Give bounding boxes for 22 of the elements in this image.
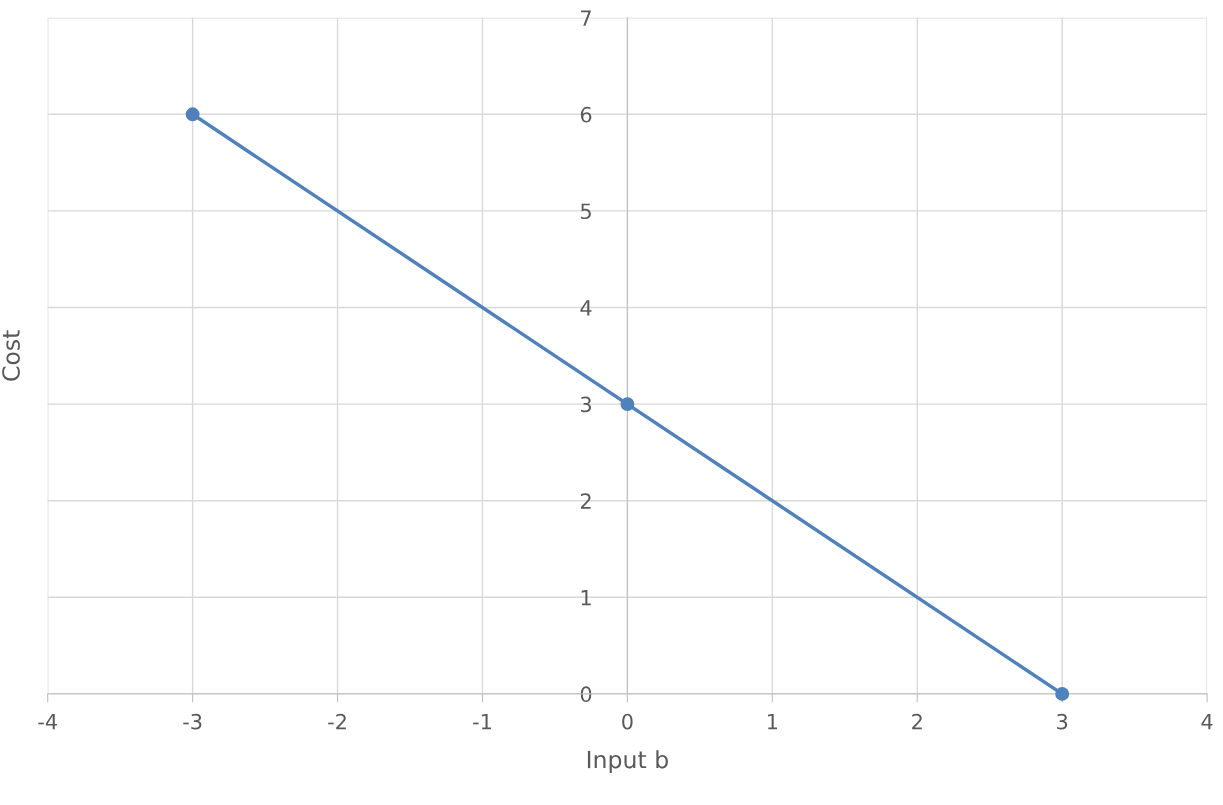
x-tick-label: 3 (1057, 713, 1068, 730)
x-tick-label: -4 (38, 714, 57, 730)
y-tick-label: 7 (581, 10, 591, 26)
y-tick-label: 3 (581, 396, 592, 413)
x-axis-title: Input b (587, 750, 668, 774)
point (1055, 686, 1070, 701)
x-tick-label: -1 (473, 714, 491, 730)
y-axis-title: Cost (2, 330, 20, 381)
x-tick-label: 4 (1201, 714, 1213, 730)
x-tick-label: -3 (183, 713, 202, 730)
y-tick-label: 5 (581, 203, 591, 220)
point (185, 107, 200, 122)
y-tick-label: 4 (580, 300, 592, 316)
x-tick-label: 0 (622, 713, 633, 730)
y-tick-label: 1 (581, 590, 591, 606)
y-tick-label: 6 (580, 106, 592, 123)
x-tick-label: 2 (912, 713, 922, 730)
point (620, 397, 635, 412)
y-tick-label: 0 (580, 686, 592, 703)
x-tick-label: 1 (767, 714, 778, 730)
y-tick-label: 2 (580, 493, 591, 509)
x-tick-label: -2 (328, 713, 346, 730)
